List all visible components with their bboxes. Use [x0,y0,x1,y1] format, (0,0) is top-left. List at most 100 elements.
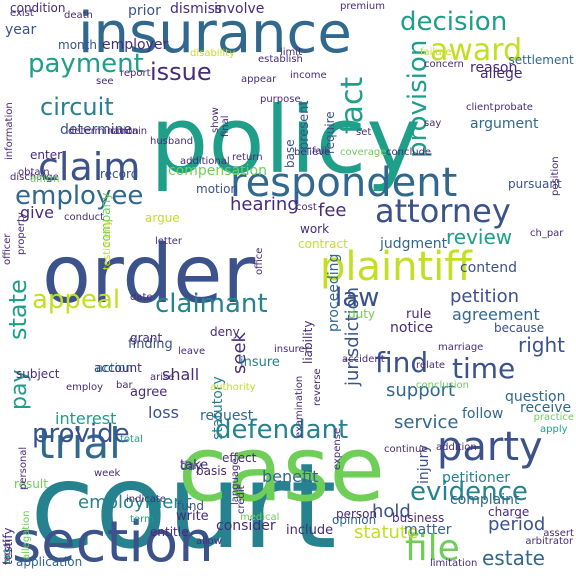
word-policy: policy [150,87,421,194]
word-require: require [323,111,337,154]
word-present: present [297,101,312,150]
word-date: date [130,292,153,303]
word-fact: fact [335,77,370,134]
word-company: company [99,193,113,248]
word-defendant: defendant [215,415,348,445]
word-failure: failure [420,47,452,58]
word-complaint: complaint [450,492,520,508]
word-limitation: limitation [430,558,477,569]
word-marriage: marriage [438,342,483,353]
word-give: give [20,203,54,222]
word-petition: petition [450,286,519,307]
word-additional: additional [180,156,230,167]
word-conclude: conclude [386,147,431,158]
word-relate: relate [416,360,445,371]
word-fee: fee [318,200,347,221]
word-employee: employee [15,181,143,211]
word-time: time [452,352,515,385]
word-jurisdiction: jurisdiction [342,287,363,387]
word-agree: agree [130,385,167,400]
word-accident: accident [342,354,385,365]
word-question: question [505,389,565,405]
word-employment: employment [78,492,192,513]
word-compensation: compensation [168,163,267,179]
word-hold: hold [372,501,411,522]
word-reverse: reverse [312,368,323,406]
word-receive: receive [520,400,571,416]
word-authority: authority [210,382,256,393]
word-shall: shall [162,365,199,384]
word-client: client [466,102,494,113]
word-establish: establish [258,54,303,65]
word-respondent: respondent [230,160,457,206]
word-effect: effect [222,451,257,465]
word-review: review [446,225,512,249]
word-matter: matter [404,522,452,538]
word-pay: pay [7,370,32,410]
word-issue: issue [150,58,212,86]
word-testimony: testimony [102,220,113,270]
word-right: right [518,333,565,357]
word-motion: motion [196,182,238,196]
word-affirm: affirm [30,174,59,185]
word-obtain: obtain [18,167,50,178]
word-follow: follow [462,406,503,422]
word-say: say [424,118,441,129]
word-circuit: circuit [40,93,114,121]
word-case: case [178,417,385,522]
word-trial: trial [38,419,121,468]
word-hearing: hearing [230,194,299,215]
word-position: position [550,156,561,196]
word-order: order [42,228,255,321]
word-determination: determination [68,126,139,137]
word-loss: loss [148,403,179,422]
word-write: write [176,509,209,524]
word-probate: probate [494,102,533,113]
word-subject: subject [16,367,60,381]
word-information: information [4,102,15,160]
word-allege: allege [480,66,522,82]
word-believe: believe [294,147,330,158]
word-file: file [405,528,460,569]
word-continue: continue [384,444,427,455]
word-act: act [2,548,13,564]
word-seek: seek [229,331,250,374]
word-fund: fund [177,499,204,513]
word-person: person [336,507,377,521]
word-total: total [120,434,143,445]
word-personal: personal [18,447,29,490]
word-officer: officer [2,233,13,265]
word-medical: medical [240,512,279,523]
word-finding: finding [128,337,173,352]
word-state: state [4,279,32,340]
word-request: request [200,408,254,424]
word-work: work [300,222,329,236]
word-interest: interest [55,409,116,428]
word-concern: concern [424,59,464,70]
word-account: account [94,361,142,375]
word-employer: employer [102,37,168,53]
word-provide: provide [32,419,130,449]
word-reason: reason [470,60,517,76]
word-show: show [210,107,221,133]
word-limit: limit [280,47,302,58]
word-decision: decision [400,7,507,37]
word-credit: credit [236,485,247,514]
word-enter: enter [30,148,62,162]
word-involve: involve [214,1,264,17]
word-argument: argument [470,116,539,132]
word-attorney: attorney [375,192,511,230]
word-insurance: insurance [78,1,352,66]
word-find: find [375,346,428,379]
word-cost: cost [296,202,317,213]
word-contract: contract [298,237,348,251]
word-consider: consider [216,518,276,534]
word-arbitrator: arbitrator [525,536,574,547]
word-year: year [5,22,36,38]
word-death: death [64,10,93,21]
word-basis: basis [196,464,227,478]
word-allegation: allegation [21,511,32,560]
